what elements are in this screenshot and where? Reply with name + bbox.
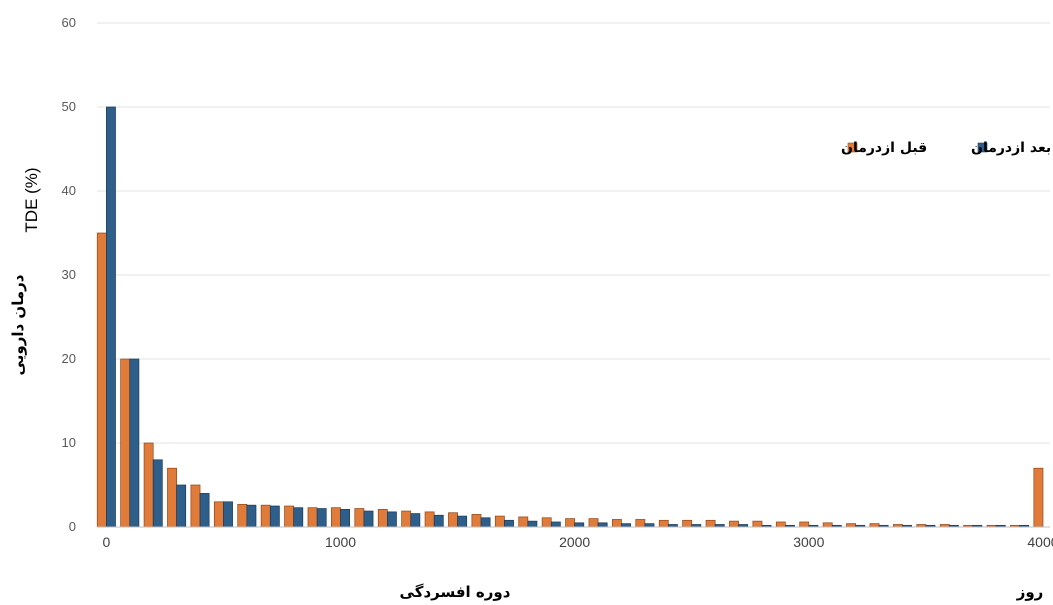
bar-before xyxy=(541,517,552,528)
bars xyxy=(96,106,1044,528)
bar-after xyxy=(129,358,140,528)
bar-after xyxy=(410,513,421,528)
x-axis-unit: روز xyxy=(1016,583,1044,601)
bar-before xyxy=(729,520,739,528)
bar-before xyxy=(307,507,318,528)
bar-before xyxy=(518,516,529,528)
bar-before xyxy=(494,515,505,528)
bar-after xyxy=(386,511,397,528)
bar-before xyxy=(401,510,412,528)
bar-after xyxy=(504,519,514,528)
bar-before xyxy=(96,232,107,528)
legend-label-before: قبل ازدرمان xyxy=(841,140,927,156)
bar-after xyxy=(480,517,491,528)
bar-before xyxy=(635,519,646,528)
x-tick-label: 2000 xyxy=(559,534,590,550)
bar-before xyxy=(822,522,833,528)
bar-before xyxy=(658,519,669,528)
y-tick-label: 50 xyxy=(62,99,76,114)
bar-before xyxy=(331,507,341,528)
bar-before xyxy=(190,484,201,528)
bar-after xyxy=(363,510,374,528)
bar-after xyxy=(176,484,187,528)
bar-after xyxy=(433,514,444,528)
legend: بعد ازدرمان قبل ازدرمان xyxy=(841,140,1051,156)
bar-after xyxy=(597,522,608,528)
bar-after xyxy=(223,501,233,528)
bar-before xyxy=(284,505,295,528)
legend-swatch-after xyxy=(977,142,988,153)
bar-after xyxy=(621,523,631,528)
y-tick-label: 10 xyxy=(62,435,76,450)
y-axis-ticks: 0 10 20 30 40 50 60 xyxy=(62,15,76,534)
bar-before xyxy=(775,521,786,528)
bar-after xyxy=(246,504,257,528)
gridlines xyxy=(97,22,1050,444)
bar-before xyxy=(846,523,857,528)
x-tick-label: 0 xyxy=(102,534,110,550)
y-tick-label: 30 xyxy=(62,267,76,282)
bar-after xyxy=(340,509,351,528)
bar-after xyxy=(316,508,327,528)
bar-before xyxy=(682,519,693,528)
bar-after xyxy=(199,493,210,528)
bar-after xyxy=(457,515,468,528)
bar-before xyxy=(565,518,576,528)
bar-after xyxy=(527,520,538,528)
bar-before xyxy=(612,519,622,528)
bar-before xyxy=(588,518,599,528)
bar-after xyxy=(644,523,655,528)
bar-after xyxy=(269,505,280,528)
bar-before xyxy=(799,521,810,528)
bar-before xyxy=(752,520,763,528)
bar-before xyxy=(237,503,248,528)
bar-before xyxy=(448,512,458,528)
bar-after xyxy=(550,521,561,528)
bar-before xyxy=(377,509,388,528)
y-axis-title-persian: درمان دارویی xyxy=(9,274,27,375)
legend-label-after: بعد ازدرمان xyxy=(971,140,1051,156)
bar-before xyxy=(471,514,482,528)
legend-swatch-before xyxy=(847,142,858,153)
x-axis-ticks: 0 1000 2000 3000 4000 xyxy=(102,534,1053,550)
bar-before xyxy=(354,508,365,528)
y-tick-label: 60 xyxy=(62,15,76,30)
bar-before xyxy=(213,501,224,528)
y-tick-label: 40 xyxy=(62,183,76,198)
bar-before xyxy=(260,504,271,528)
bar-before xyxy=(143,442,154,528)
bar-before xyxy=(705,519,716,528)
y-tick-label: 20 xyxy=(62,351,76,366)
bar-before xyxy=(167,467,177,528)
y-axis-title-latin: TDE (%) xyxy=(22,167,41,232)
bar-after xyxy=(152,459,163,528)
bar-before xyxy=(1033,467,1044,528)
x-axis-title: دوره افسردگی xyxy=(400,583,511,601)
bar-after xyxy=(574,522,585,528)
bar-before xyxy=(869,523,880,528)
x-tick-label: 3000 xyxy=(793,534,824,550)
bar-before xyxy=(120,358,131,528)
bar-after xyxy=(106,106,116,528)
y-tick-label: 0 xyxy=(69,519,76,534)
x-tick-label: 4000 xyxy=(1027,534,1053,550)
bar-after xyxy=(293,507,304,528)
x-tick-label: 1000 xyxy=(325,534,356,550)
bar-before xyxy=(424,511,435,528)
